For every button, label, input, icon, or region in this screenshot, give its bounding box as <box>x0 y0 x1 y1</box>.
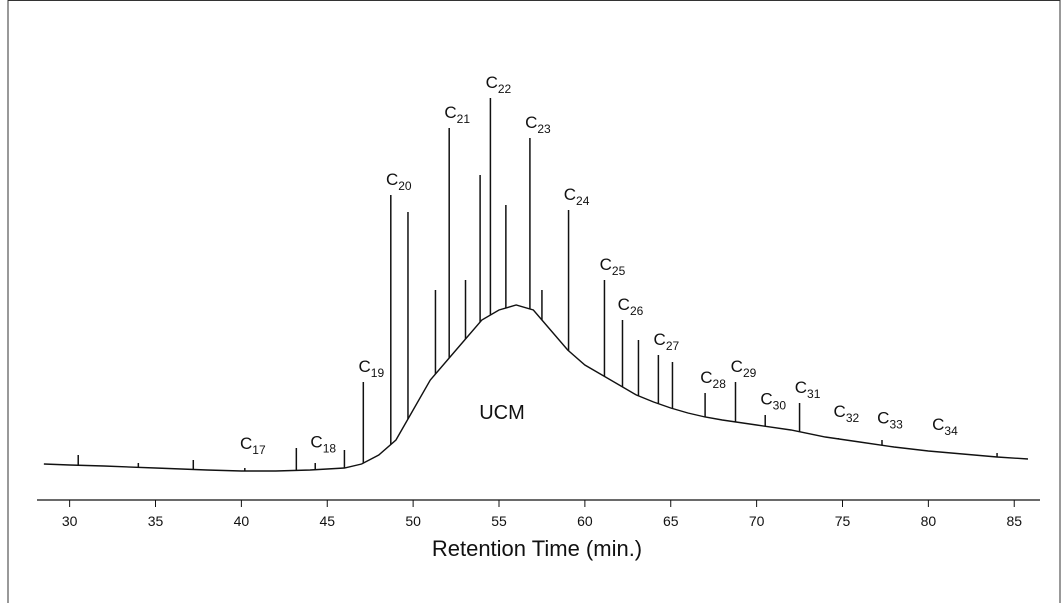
x-tick-label: 40 <box>234 513 250 529</box>
peak-label: C28 <box>700 368 726 391</box>
peak-label: C27 <box>654 330 680 353</box>
peak-label-letter: C <box>731 357 743 376</box>
peak-label-subscript: 26 <box>630 304 644 318</box>
x-tick-label: 35 <box>148 513 164 529</box>
peak-label-letter: C <box>618 295 630 314</box>
x-tick-label: 45 <box>319 513 335 529</box>
peak-label-subscript: 28 <box>713 377 727 391</box>
peak-label-letter: C <box>240 434 252 453</box>
x-tick-label: 75 <box>835 513 851 529</box>
peak-label-letter: C <box>310 433 322 452</box>
x-axis-label: Retention Time (min.) <box>432 536 642 561</box>
x-tick-label: 70 <box>749 513 765 529</box>
peak-label-subscript: 19 <box>371 366 385 380</box>
peak-label-letter: C <box>525 113 537 132</box>
peak-label: C33 <box>877 408 903 431</box>
peak-label: C29 <box>731 357 757 380</box>
peak-label-subscript: 20 <box>398 179 412 193</box>
x-tick-label: 50 <box>405 513 421 529</box>
x-tick-label: 30 <box>62 513 78 529</box>
peak-label-subscript: 23 <box>537 122 551 136</box>
peak-label: C30 <box>760 389 786 412</box>
peak-label-subscript: 33 <box>889 417 903 431</box>
peak-label: C25 <box>600 255 626 278</box>
peak-label-subscript: 31 <box>807 387 821 401</box>
peak-label-subscript: 24 <box>576 194 590 208</box>
peak-label: C21 <box>444 103 470 126</box>
x-tick-label: 65 <box>663 513 679 529</box>
peak-label-subscript: 27 <box>666 339 680 353</box>
frame <box>7 0 1061 603</box>
trace <box>43 304 1029 472</box>
peak-label: C31 <box>795 378 821 401</box>
peak-label-subscript: 34 <box>944 424 958 438</box>
peak-label-subscript: 21 <box>457 112 471 126</box>
peak-label-letter: C <box>877 408 889 427</box>
peak-label-letter: C <box>932 415 944 434</box>
peak-label-letter: C <box>600 255 612 274</box>
peak-label: C32 <box>834 402 860 425</box>
peak-label-subscript: 32 <box>846 411 860 425</box>
peak-label-subscript: 18 <box>323 442 337 456</box>
peak-label: C20 <box>386 170 412 193</box>
peak-label-letter: C <box>795 378 807 397</box>
peak-label-letter: C <box>654 330 666 349</box>
peak-label-letter: C <box>564 185 576 204</box>
peak-label: C24 <box>564 185 590 208</box>
peak-label-letter: C <box>358 357 370 376</box>
peak-label-letter: C <box>486 73 498 92</box>
peak-label-letter: C <box>834 402 846 421</box>
peak-label-subscript: 30 <box>773 398 787 412</box>
peak-label: C22 <box>486 73 512 96</box>
peak-label-subscript: 22 <box>498 82 512 96</box>
peak-label-subscript: 29 <box>743 366 757 380</box>
x-tick-label: 60 <box>577 513 593 529</box>
peak-label-letter: C <box>760 389 772 408</box>
region-label: UCM <box>479 402 525 424</box>
peak-label: C19 <box>358 357 384 380</box>
peak-label: C17 <box>240 434 266 457</box>
peak-label-letter: C <box>444 103 456 122</box>
peak-label-subscript: 25 <box>612 264 626 278</box>
peak-label-subscript: 17 <box>252 443 266 457</box>
x-tick-label: 55 <box>491 513 507 529</box>
peak-label: C26 <box>618 295 644 318</box>
x-tick-label: 80 <box>921 513 937 529</box>
peak-label-letter: C <box>700 368 712 387</box>
peak-label: C18 <box>310 433 336 456</box>
x-tick-label: 85 <box>1006 513 1022 529</box>
peak-label: C34 <box>932 415 958 438</box>
peak-label-letter: C <box>386 170 398 189</box>
peak-label: C23 <box>525 113 551 136</box>
